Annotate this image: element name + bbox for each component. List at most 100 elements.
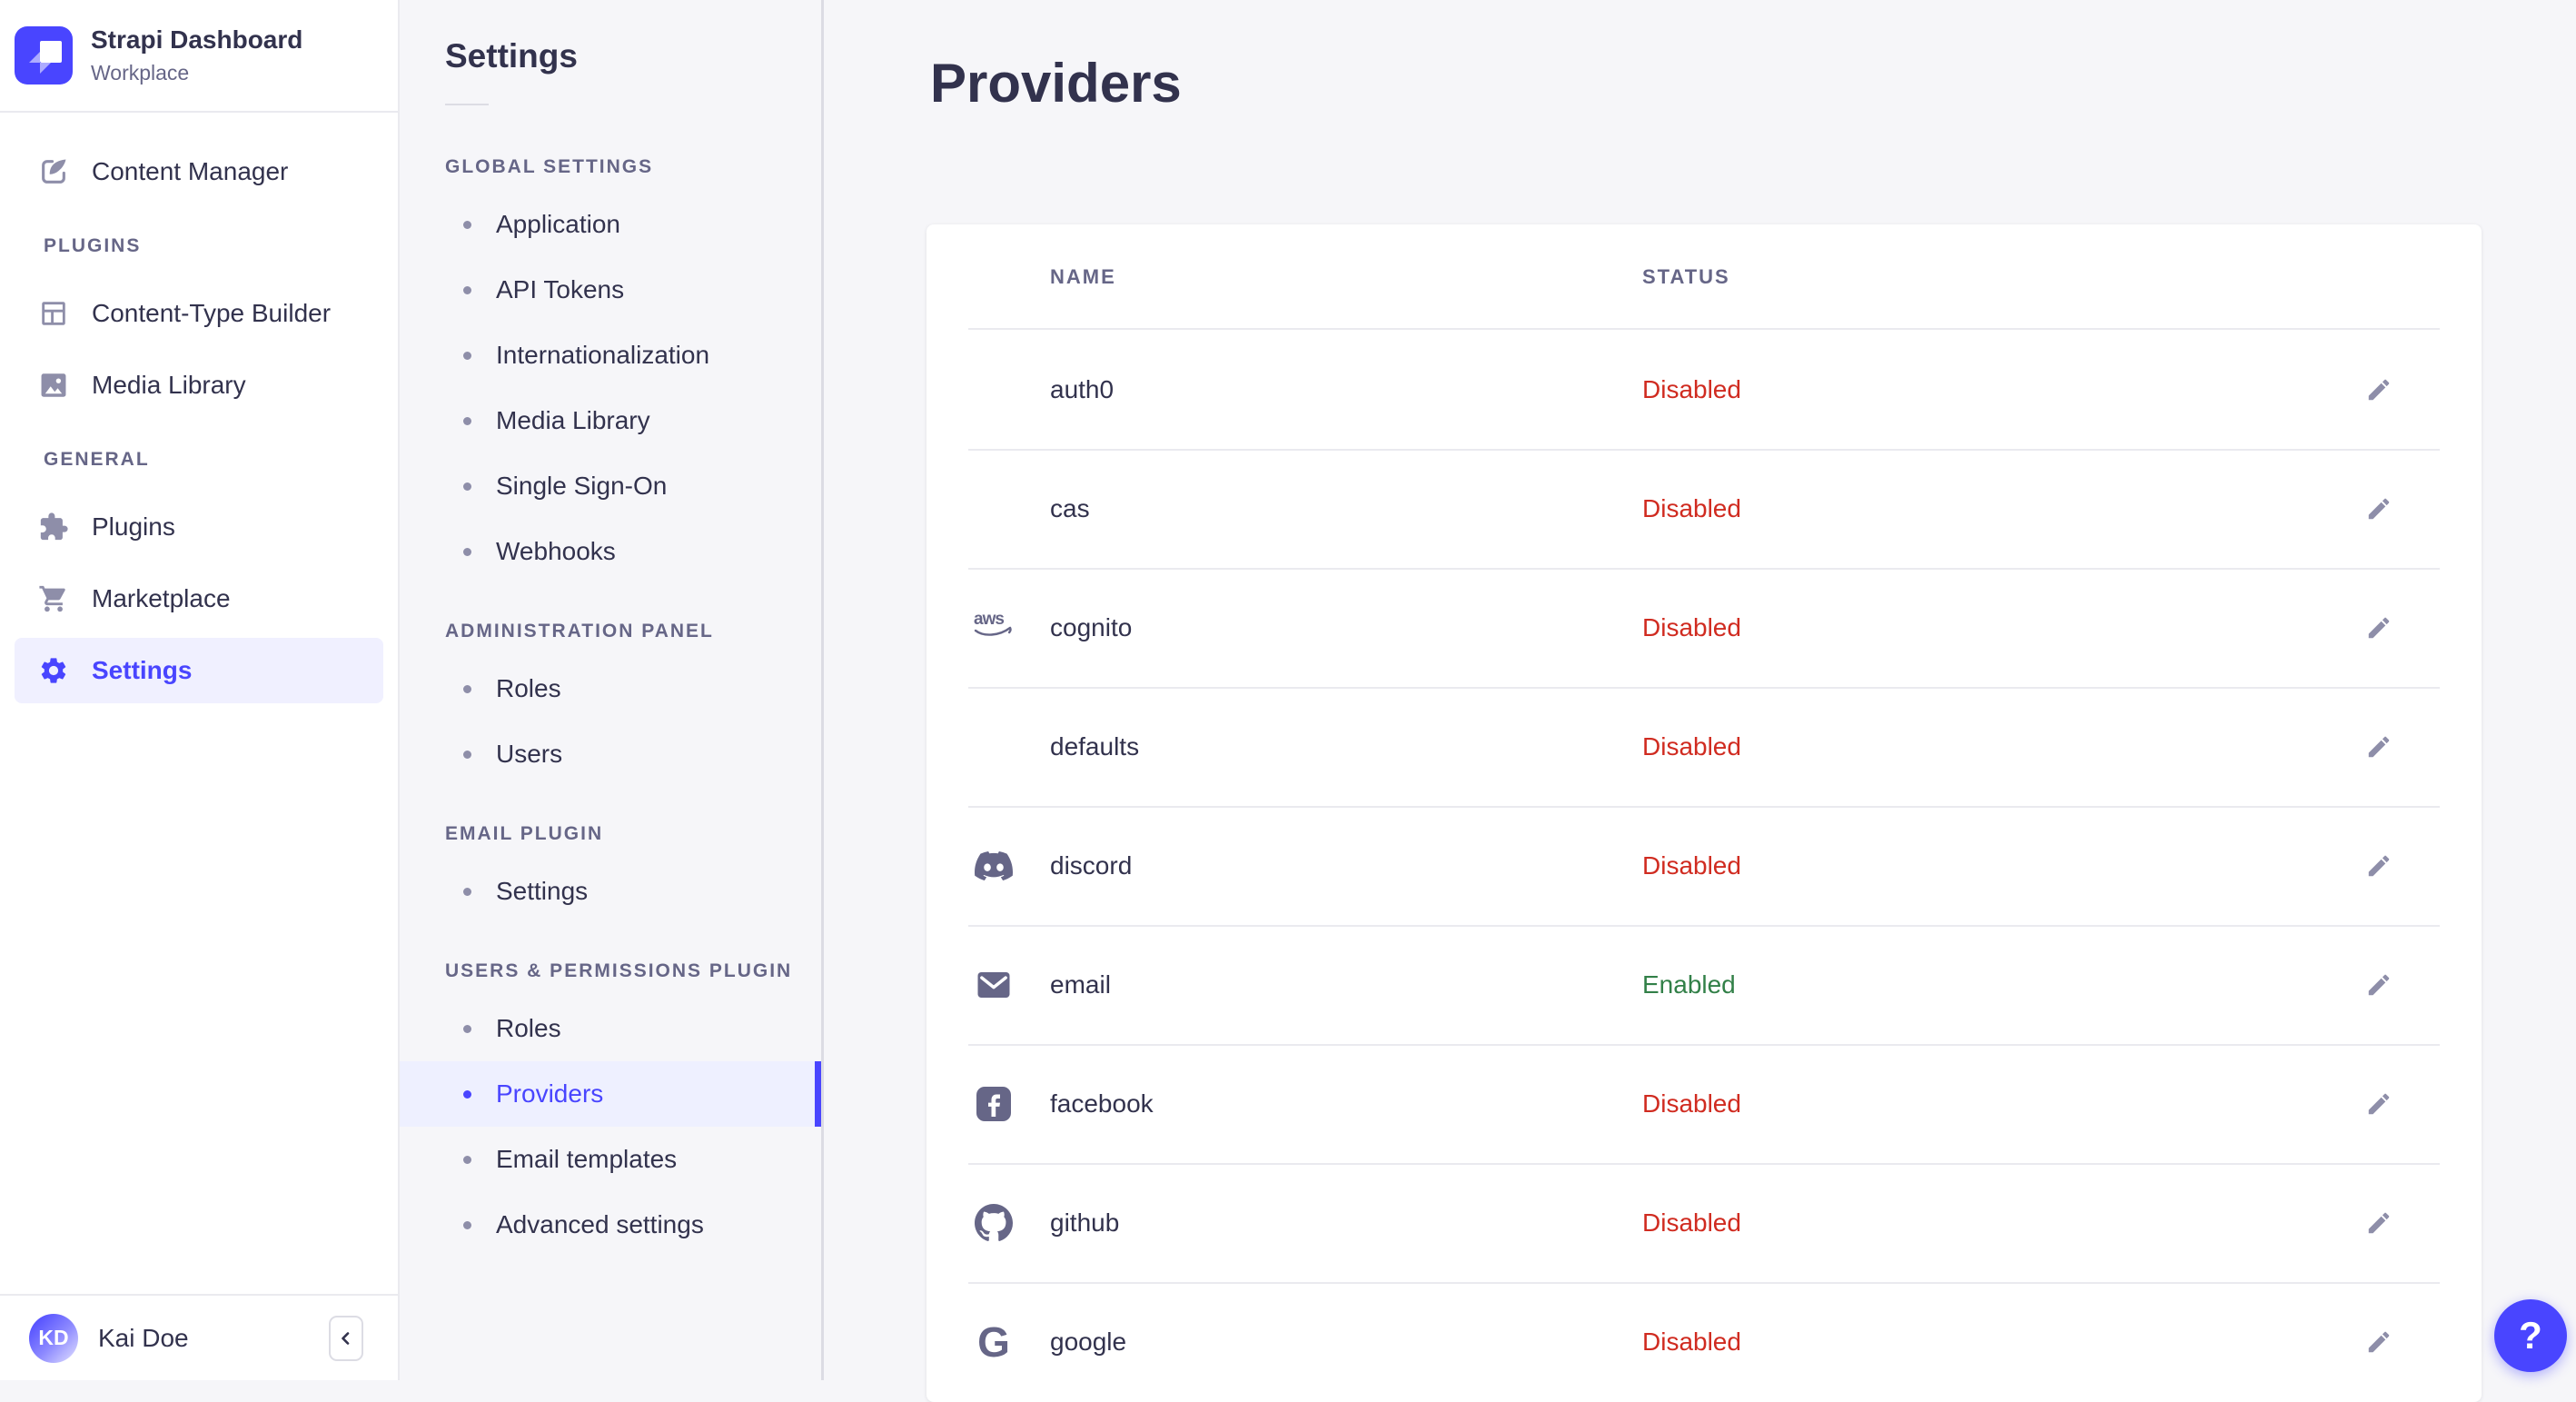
subnav-section-label: USERS & PERMISSIONS PLUGIN [445, 960, 793, 981]
subnav-item-application[interactable]: Application [400, 192, 821, 257]
column-header-status: STATUS [1642, 265, 1730, 288]
content-manager-icon [38, 156, 69, 187]
provider-icon-slot [972, 330, 1016, 449]
settings-gear-icon [38, 655, 69, 686]
discord-icon [972, 806, 1016, 925]
subnav-item-api-tokens[interactable]: API Tokens [400, 257, 821, 323]
subnav-item-email-settings[interactable]: Settings [400, 859, 821, 924]
subnav-item-label: Settings [496, 877, 589, 905]
provider-name: defaults [1050, 731, 1140, 761]
bullet-dot-icon [463, 416, 471, 425]
settings-sub-navigation: Settings GLOBAL SETTINGS Application API… [400, 0, 824, 1380]
table-row: facebook Disabled [926, 1044, 2482, 1163]
bullet-dot-icon [463, 1089, 471, 1099]
subnav-item-admin-users[interactable]: Users [400, 721, 821, 787]
table-row: G google Disabled [926, 1282, 2482, 1401]
github-icon [972, 1163, 1016, 1282]
nav-item-label: Marketplace [92, 584, 231, 612]
provider-status: Disabled [1642, 493, 1741, 522]
provider-name: cas [1050, 493, 1090, 522]
subnav-item-admin-roles[interactable]: Roles [400, 656, 821, 721]
subnav-section-label: EMAIL PLUGIN [445, 823, 604, 844]
edit-provider-button[interactable] [2353, 1078, 2405, 1130]
provider-name: discord [1050, 850, 1133, 880]
workspace-brand[interactable]: Strapi Dashboard Workplace [0, 0, 398, 113]
subnav-item-label: Advanced settings [496, 1210, 704, 1238]
subnav-section-label: GLOBAL SETTINGS [445, 156, 654, 177]
provider-status: Disabled [1642, 850, 1741, 880]
subnav-item-webhooks[interactable]: Webhooks [400, 519, 821, 584]
bullet-dot-icon [463, 684, 471, 693]
edit-provider-button[interactable] [2353, 840, 2405, 892]
subnav-item-label: Application [496, 210, 620, 238]
provider-status: Disabled [1642, 1208, 1741, 1237]
subnav-item-single-sign-on[interactable]: Single Sign-On [400, 453, 821, 519]
bullet-dot-icon [463, 1024, 471, 1033]
nav-item-content-manager[interactable]: Content Manager [15, 139, 383, 204]
provider-name: auth0 [1050, 374, 1115, 403]
edit-pencil-icon [2365, 852, 2393, 880]
edit-provider-button[interactable] [2353, 1316, 2405, 1368]
subnav-section-global-settings: GLOBAL SETTINGS Application API Tokens I… [400, 147, 821, 584]
provider-status: Disabled [1642, 612, 1741, 641]
nav-item-label: Media Library [92, 371, 246, 399]
subnav-item-label: Roles [496, 674, 561, 702]
subnav-item-label: Providers [496, 1079, 604, 1108]
provider-status: Disabled [1642, 1089, 1741, 1118]
nav-item-settings[interactable]: Settings [15, 638, 383, 703]
bullet-dot-icon [463, 351, 471, 360]
edit-pencil-icon [2365, 971, 2393, 999]
edit-provider-button[interactable] [2353, 363, 2405, 416]
bullet-dot-icon [463, 1220, 471, 1229]
aws-icon: aws [972, 568, 1016, 687]
subnav-item-providers[interactable]: Providers [400, 1061, 821, 1127]
content-type-builder-icon [38, 298, 69, 329]
nav-section-general: GENERAL [44, 449, 150, 470]
edit-provider-button[interactable] [2353, 721, 2405, 773]
edit-pencil-icon [2365, 1209, 2393, 1237]
edit-provider-button[interactable] [2353, 602, 2405, 654]
provider-status: Disabled [1642, 731, 1741, 761]
provider-status: Disabled [1642, 1327, 1741, 1356]
provider-icon-slot [972, 687, 1016, 806]
provider-status: Enabled [1642, 969, 1736, 999]
edit-pencil-icon [2365, 495, 2393, 522]
nav-item-label: Plugins [92, 512, 175, 541]
main-navigation: Strapi Dashboard Workplace Content Manag… [0, 0, 400, 1380]
nav-section-plugins: PLUGINS [44, 235, 142, 256]
provider-name: google [1050, 1327, 1127, 1356]
nav-item-media-library[interactable]: Media Library [15, 353, 383, 418]
bullet-dot-icon [463, 547, 471, 556]
provider-name: facebook [1050, 1089, 1154, 1118]
subnav-item-email-templates[interactable]: Email templates [400, 1127, 821, 1192]
nav-item-content-type-builder[interactable]: Content-Type Builder [15, 281, 383, 346]
subnav-item-up-roles[interactable]: Roles [400, 996, 821, 1061]
edit-provider-button[interactable] [2353, 1197, 2405, 1249]
nav-item-label: Settings [92, 656, 193, 684]
subnav-title: Settings [445, 37, 578, 75]
plugins-icon [38, 512, 69, 542]
nav-item-marketplace[interactable]: Marketplace [15, 566, 383, 631]
bullet-dot-icon [463, 887, 471, 896]
subnav-item-advanced-settings[interactable]: Advanced settings [400, 1192, 821, 1258]
table-header: NAME STATUS [926, 224, 2482, 330]
edit-provider-button[interactable] [2353, 482, 2405, 535]
marketplace-cart-icon [38, 583, 69, 614]
bullet-dot-icon [463, 1155, 471, 1164]
collapse-sidebar-button[interactable] [329, 1315, 363, 1361]
edit-provider-button[interactable] [2353, 959, 2405, 1011]
subnav-divider [445, 104, 489, 105]
user-name: Kai Doe [98, 1323, 189, 1352]
nav-item-plugins[interactable]: Plugins [15, 494, 383, 560]
strapi-logo-icon [15, 26, 73, 85]
subnav-item-internationalization[interactable]: Internationalization [400, 323, 821, 388]
provider-name: email [1050, 969, 1111, 999]
bullet-dot-icon [463, 285, 471, 294]
subnav-item-label: Webhooks [496, 537, 616, 565]
media-library-icon [38, 370, 69, 401]
help-button[interactable]: ? [2494, 1299, 2567, 1372]
subnav-item-label: API Tokens [496, 275, 625, 303]
workspace-title: Strapi Dashboard [91, 25, 303, 54]
subnav-item-media-library[interactable]: Media Library [400, 388, 821, 453]
edit-pencil-icon [2365, 1090, 2393, 1118]
